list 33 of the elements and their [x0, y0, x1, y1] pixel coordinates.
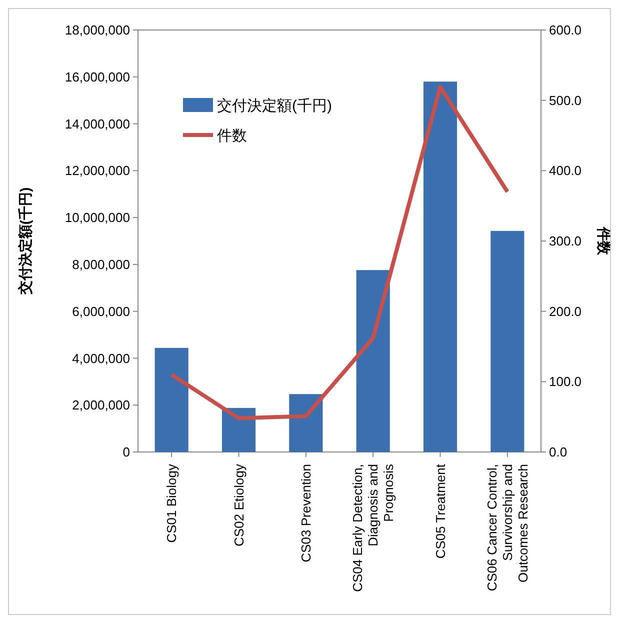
bar	[356, 270, 390, 452]
x-tick-label: CS04 Early Detection, Diagnosis and Prognosis	[350, 464, 396, 592]
y2-axis-title: 件数	[596, 226, 612, 256]
legend-label: 交付決定額(千円)	[217, 97, 332, 114]
y-tick-label: 18,000,000	[64, 22, 130, 38]
bar	[423, 82, 458, 452]
bar	[490, 230, 524, 452]
y-tick-label: 16,000,000	[64, 69, 130, 84]
y-tick-label: 4,000,000	[72, 350, 130, 366]
y2-tick-label: 100.0	[549, 374, 582, 390]
y-tick-label: 8,000,000	[72, 256, 130, 272]
y2-tick-label: 0.0	[549, 444, 568, 460]
y-tick-label: 12,000,000	[64, 163, 130, 178]
x-tick-label: CS01 Biology	[164, 464, 180, 543]
x-tick-label: CS05 Treatment	[432, 464, 448, 559]
line-series	[170, 84, 510, 420]
y-tick-label: 10,000,000	[64, 210, 130, 226]
legend-label: 件数	[217, 127, 247, 144]
y2-tick-label: 200.0	[549, 304, 582, 319]
y-tick-label: 14,000,000	[64, 116, 130, 132]
y-axis-title: 交付決定額(千円)	[17, 187, 33, 296]
y-tick-label: 6,000,000	[72, 304, 130, 319]
bar	[289, 394, 323, 452]
x-tick-label: CS06 Cancer Control, Survivorship and Outcomes Research	[484, 464, 531, 592]
y-tick-label: 0	[122, 444, 130, 460]
x-tick-label: CS03 Prevention	[298, 464, 314, 562]
bar	[154, 348, 188, 452]
y2-tick-label: 400.0	[549, 163, 582, 178]
y-tick-label: 2,000,000	[72, 398, 130, 413]
y2-tick-label: 500.0	[549, 92, 582, 108]
y2-tick-label: 300.0	[549, 234, 582, 249]
y2-tick-label: 600.0	[549, 22, 582, 38]
x-tick-label: CS02 Etiology	[231, 464, 246, 546]
